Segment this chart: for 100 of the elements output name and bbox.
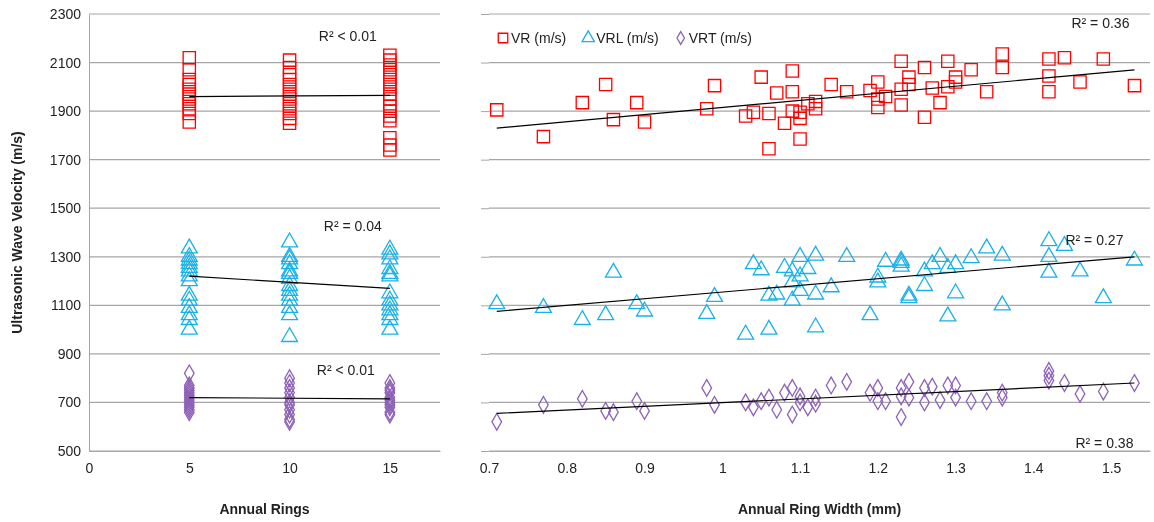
point	[182, 87, 197, 101]
point	[383, 63, 397, 77]
point	[280, 305, 299, 321]
point	[871, 75, 885, 89]
point	[979, 84, 994, 99]
point	[869, 267, 887, 283]
point	[923, 254, 941, 270]
point	[381, 239, 399, 255]
point	[698, 303, 716, 320]
point	[182, 97, 197, 111]
point	[381, 259, 399, 275]
point	[182, 72, 197, 87]
x-tick-label: 1.1	[790, 459, 811, 476]
annotation: R² = 0.36	[1071, 14, 1130, 31]
point	[182, 106, 197, 121]
point	[931, 246, 949, 263]
point	[917, 60, 932, 75]
point	[746, 105, 761, 120]
point	[806, 284, 825, 300]
point	[383, 109, 397, 123]
point	[754, 70, 768, 84]
point	[575, 95, 590, 110]
point	[808, 101, 823, 116]
annotation: R² < 0.01	[318, 28, 378, 45]
point	[182, 115, 197, 129]
point	[801, 97, 815, 111]
point	[383, 72, 397, 87]
point	[785, 84, 800, 99]
point	[806, 317, 825, 333]
point	[1040, 262, 1058, 278]
point	[280, 254, 299, 270]
point	[878, 89, 893, 104]
point	[280, 280, 299, 297]
point	[180, 285, 198, 301]
point	[381, 305, 399, 321]
x-tick-label: 1.4	[1024, 459, 1044, 476]
point	[282, 116, 297, 131]
point	[180, 305, 198, 321]
point	[282, 106, 297, 121]
point	[381, 249, 399, 265]
point	[869, 272, 887, 288]
point	[783, 261, 801, 277]
point	[282, 111, 297, 126]
point	[948, 75, 963, 89]
legend-label: VR (m/s)	[511, 30, 567, 46]
point	[182, 50, 197, 65]
point	[948, 70, 963, 84]
point	[768, 284, 786, 300]
annotation: R² = 0.27	[1065, 231, 1124, 248]
point	[894, 54, 908, 69]
y-tick-label: 1100	[50, 297, 82, 314]
point	[995, 47, 1010, 61]
point	[383, 67, 397, 82]
point	[962, 248, 980, 264]
point	[760, 319, 778, 335]
point	[637, 115, 652, 129]
point	[383, 53, 397, 67]
point	[1073, 75, 1087, 89]
point	[838, 246, 856, 263]
point	[863, 83, 877, 98]
point	[783, 290, 801, 306]
point	[381, 295, 399, 311]
x-tick-label: 0.9	[635, 459, 655, 476]
point	[383, 131, 397, 145]
point	[282, 77, 297, 92]
point	[180, 271, 198, 287]
point	[941, 54, 955, 69]
point	[381, 283, 399, 299]
x-tick-label: 1.3	[946, 459, 967, 476]
point	[707, 78, 722, 93]
point	[282, 72, 297, 87]
point	[180, 290, 198, 306]
point	[573, 310, 591, 326]
point	[282, 101, 297, 116]
point	[824, 77, 838, 92]
point	[1094, 288, 1112, 304]
point	[280, 297, 299, 314]
point	[182, 63, 197, 77]
y-tick-label: 900	[57, 345, 82, 362]
y-tick-label: 500	[57, 442, 82, 459]
point	[490, 103, 504, 117]
point	[282, 97, 297, 111]
point	[933, 95, 947, 110]
point	[964, 63, 978, 77]
point	[381, 290, 399, 306]
point	[629, 95, 644, 110]
point	[182, 101, 197, 116]
point	[925, 81, 940, 95]
point	[1040, 246, 1058, 263]
y-tick-label: 1500	[49, 200, 82, 217]
point	[182, 82, 197, 97]
point	[1096, 52, 1111, 66]
x-tick-label: 15	[382, 459, 399, 476]
point	[597, 305, 615, 321]
point	[993, 295, 1011, 311]
point	[783, 272, 801, 288]
y-tick-label: 1900	[49, 103, 82, 120]
point	[808, 94, 823, 109]
legend-label: VRT (m/s)	[688, 30, 752, 46]
point	[785, 64, 800, 78]
